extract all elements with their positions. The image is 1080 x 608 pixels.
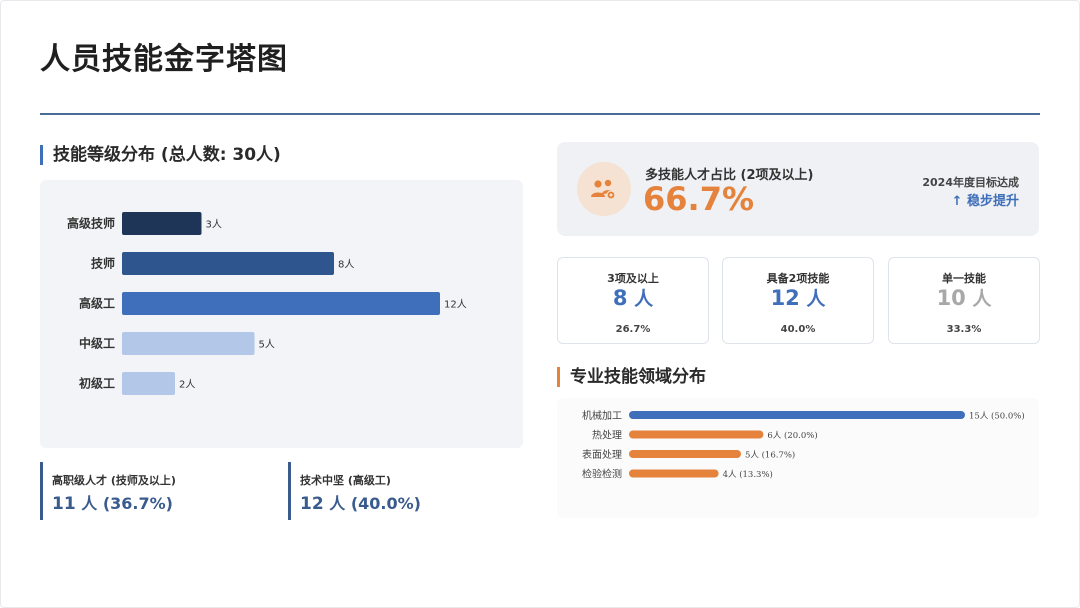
people-gear-icon	[577, 162, 631, 216]
senior-talent-stat: 高职级人才 (技师及以上) 11 人 (36.7%)	[40, 462, 272, 520]
stat-card-three-plus: 3项及以上 8 人 26.7%	[557, 257, 709, 344]
core-talent-count: 12	[300, 494, 324, 514]
domain-bar	[629, 469, 719, 478]
domain-value-label: 15人 (50.0%)	[969, 411, 1025, 422]
stat-card-count: 12	[770, 286, 800, 310]
level-bar	[122, 292, 440, 315]
domain-category-label: 机械加工	[582, 409, 622, 422]
stat-card-unit: 人	[799, 288, 826, 310]
stat-card-unit: 人	[965, 288, 992, 310]
level-category-label: 高级技师	[67, 216, 115, 231]
level-value-label: 8人	[338, 259, 354, 271]
domain-category-label: 热处理	[592, 429, 622, 442]
stat-card-two-skills: 具备2项技能 12 人 40.0%	[722, 257, 874, 344]
domain-value-label: 6人 (20.0%)	[767, 430, 817, 441]
domain-value-label: 5人 (16.7%)	[745, 450, 795, 461]
core-talent-unit: 人 (40.0%)	[323, 494, 421, 513]
core-talent-stat: 技术中坚 (高级工) 12 人 (40.0%)	[288, 462, 520, 520]
multi-skill-highlight-card: 多技能人才占比 (2项及以上) 66.7% 2024年度目标达成 ↑ 稳步提升	[557, 142, 1039, 236]
domain-chart-panel: 机械加工 15人 (50.0%) 热处理 6人 (20.0%) 表面处理 5人 (16.7…	[557, 398, 1039, 518]
stat-card-pct: 26.7%	[615, 324, 651, 335]
level-bar	[122, 372, 175, 395]
level-bar	[122, 212, 202, 235]
senior-talent-count: 11	[52, 494, 76, 514]
senior-talent-unit: 人 (36.7%)	[75, 494, 173, 513]
core-talent-label: 技术中坚 (高级工)	[300, 474, 391, 487]
stat-card-count: 10	[936, 286, 966, 310]
multi-skill-value: 66.7%	[643, 180, 755, 218]
goal-value: ↑ 稳步提升	[951, 194, 1019, 209]
stat-card-label: 单一技能	[942, 272, 986, 285]
level-bar	[122, 332, 255, 355]
senior-talent-label: 高职级人才 (技师及以上)	[52, 474, 176, 487]
stat-card-count: 8	[612, 286, 628, 310]
stat-card-label: 3项及以上	[607, 272, 659, 285]
level-value-label: 3人	[206, 219, 222, 231]
page-title: 人员技能金字塔图	[40, 42, 288, 77]
goal-label: 2024年度目标达成	[922, 176, 1019, 189]
level-bar	[122, 252, 334, 275]
domain-value-label: 4人 (13.3%)	[723, 469, 773, 480]
stat-card-unit: 人	[627, 288, 654, 310]
stat-card-pct: 40.0%	[780, 324, 816, 335]
stat-card-single-skill: 单一技能 10 人 33.3%	[888, 257, 1040, 344]
multi-skill-label: 多技能人才占比 (2项及以上)	[645, 168, 814, 183]
level-value-label: 5人	[259, 339, 275, 351]
level-category-label: 技师	[91, 256, 115, 271]
stat-card-label: 具备2项技能	[766, 272, 830, 285]
title-divider	[40, 113, 1040, 115]
domain-bar-chart: 机械加工 15人 (50.0%) 热处理 6人 (20.0%) 表面处理 5人 (16.7…	[582, 409, 1025, 481]
stat-card-pct: 33.3%	[946, 324, 982, 335]
level-category-label: 高级工	[79, 296, 115, 311]
level-category-label: 中级工	[79, 336, 115, 351]
domain-category-label: 检验检测	[582, 468, 622, 481]
domain-bar	[629, 411, 965, 419]
skill-level-chart-panel: 高级技师 3人技师 8人高级工 12人中级工 5人初级工 2人	[40, 180, 523, 448]
level-value-label: 2人	[179, 379, 195, 391]
domain-section-title: 专业技能领域分布	[557, 367, 706, 387]
domain-bar	[629, 450, 741, 458]
domain-category-label: 表面处理	[582, 448, 622, 461]
domain-bar	[629, 430, 764, 439]
level-category-label: 初级工	[79, 376, 115, 391]
skill-level-section-title: 技能等级分布 (总人数: 30人)	[40, 145, 281, 165]
level-value-label: 12人	[444, 299, 467, 311]
